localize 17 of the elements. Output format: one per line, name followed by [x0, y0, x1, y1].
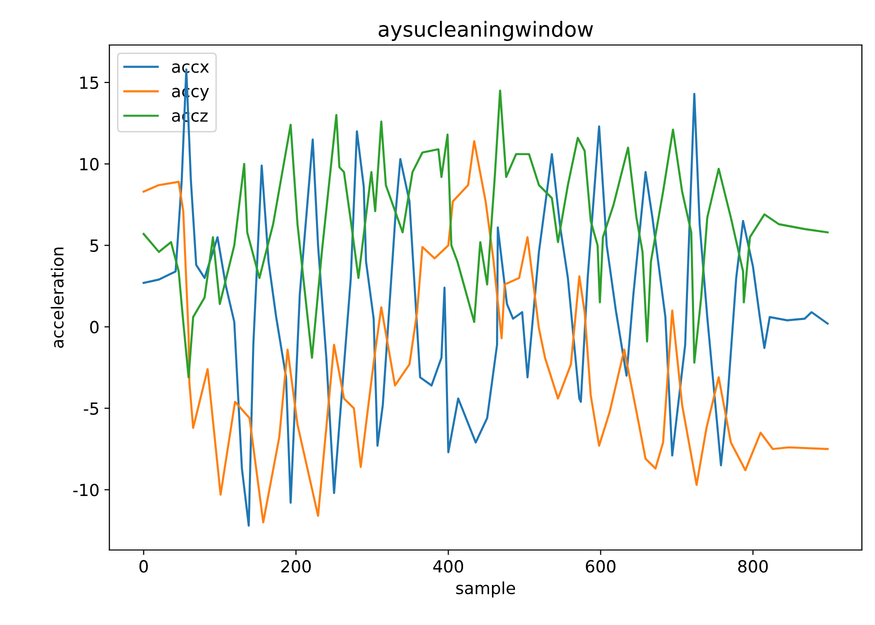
- x-tick-label: 0: [139, 560, 148, 573]
- x-tick-label: 600: [586, 560, 616, 573]
- y-tick-label: 10: [80, 158, 99, 170]
- x-tick-label: 800: [738, 560, 768, 573]
- y-axis-title: acceleration: [50, 248, 64, 348]
- y-tick-label: -10: [73, 484, 99, 496]
- y-tick-label: 5: [90, 240, 98, 252]
- y-tick-label: 15: [80, 76, 98, 90]
- y-tick-label: 0: [90, 320, 99, 334]
- chart-title: aysucleaningwindow: [378, 20, 593, 41]
- line-series: [142, 140, 829, 524]
- x-axis-title: sample: [456, 581, 516, 598]
- line-series: [142, 90, 829, 378]
- x-tick-label: 400: [433, 560, 464, 573]
- legend-label: accx: [172, 63, 209, 73]
- x-tick-label: 200: [281, 560, 311, 573]
- y-tick-label: -5: [84, 402, 98, 415]
